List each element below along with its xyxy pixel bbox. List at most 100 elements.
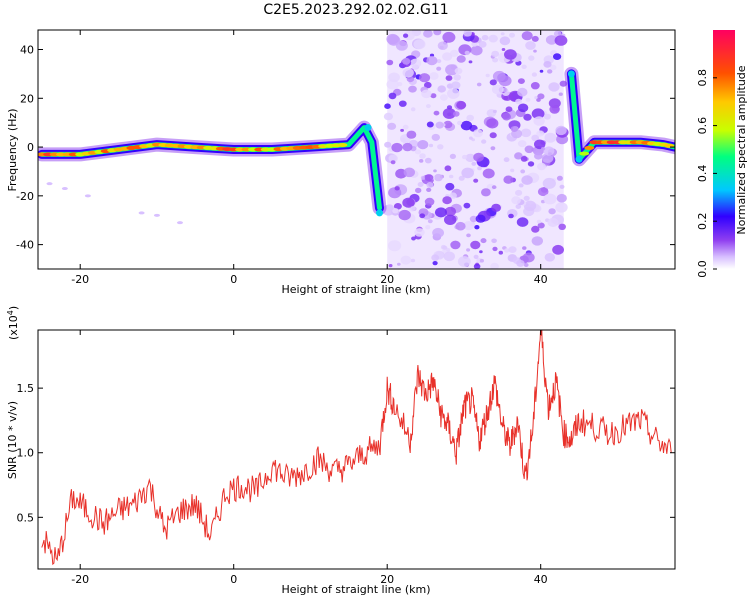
- noise-blob: [491, 84, 504, 95]
- noise-blob: [449, 153, 456, 159]
- noise-blob: [425, 225, 431, 230]
- x-tick-label: -20: [71, 573, 89, 586]
- noise-blob: [469, 136, 473, 140]
- noise-blob: [445, 75, 453, 81]
- noise-blob: [391, 142, 403, 153]
- noise-blob: [447, 88, 460, 99]
- noise-blob: [543, 113, 552, 120]
- chart-title: C2E5.2023.292.02.02.G11: [263, 2, 448, 18]
- noise-blob: [525, 41, 536, 50]
- ridge-endpoint: [376, 209, 384, 217]
- noise-blob: [508, 246, 517, 254]
- noise-blob: [386, 59, 394, 66]
- y-tick-label: -20: [16, 190, 34, 203]
- noise-blob: [402, 57, 411, 65]
- ridge-endpoint: [364, 124, 372, 132]
- snr-axes: -20 0 20 40 0.5 1.0 1.5: [17, 330, 675, 586]
- noise-blob: [388, 264, 393, 268]
- noise-blob: [453, 74, 462, 81]
- x-tick-label: 20: [380, 273, 394, 286]
- noise-blob: [400, 255, 412, 265]
- noise-blob: [420, 175, 426, 180]
- noise-blob: [552, 244, 564, 255]
- noise-blob: [435, 121, 444, 129]
- noise-blob: [436, 66, 442, 71]
- noise-blob: [517, 140, 527, 148]
- noise-blob: [434, 173, 443, 182]
- noise-blob: [492, 57, 499, 63]
- noise-blob: [501, 48, 506, 51]
- noise-blob: [471, 41, 478, 47]
- noise-blob: [414, 149, 421, 155]
- noise-blob: [536, 98, 541, 102]
- noise-blob: [550, 64, 557, 71]
- noise-blob: [413, 39, 426, 50]
- noise-blob: [384, 103, 391, 109]
- noise-blob: [449, 174, 454, 179]
- noise-blob: [537, 222, 545, 229]
- noise-blob: [539, 69, 544, 73]
- noise-blob: [479, 258, 484, 263]
- noise-blob: [504, 49, 517, 60]
- noise-blob: [491, 203, 501, 212]
- noise-blob: [431, 254, 440, 261]
- noise-blob: [443, 251, 455, 262]
- noise-blob: [489, 79, 497, 86]
- noise-blob: [445, 64, 459, 76]
- noise-blob: [523, 263, 529, 267]
- noise-blob: [437, 41, 448, 50]
- noise-blob: [486, 118, 499, 129]
- noise-blob: [556, 193, 567, 203]
- x-tick-label: 40: [534, 573, 548, 586]
- ridge-left-peak: [337, 143, 348, 147]
- noise-blob: [523, 195, 530, 201]
- noise-blob: [437, 85, 447, 93]
- noise-blob: [499, 36, 511, 46]
- y-tick-label: 1.5: [17, 382, 35, 395]
- noise-blob: [453, 111, 460, 117]
- noise-blob: [440, 94, 448, 101]
- noise-blob: [442, 245, 448, 250]
- y-tick-label: -40: [16, 239, 34, 252]
- noise-blob: [531, 108, 545, 119]
- noise-blob: [463, 221, 475, 231]
- noise-blob: [523, 113, 532, 121]
- ridge-endpoint: [575, 155, 583, 163]
- noise-blob: [531, 72, 538, 77]
- noise-blob: [410, 258, 416, 263]
- noise-blob: [429, 72, 439, 80]
- noise-blob: [424, 174, 434, 182]
- ridge-left-halo: [38, 120, 387, 215]
- noise-blob: [450, 49, 459, 57]
- noise-blob: [387, 122, 397, 130]
- noise-blob: [490, 146, 496, 151]
- noise-blob: [384, 141, 392, 148]
- noise-blob: [466, 248, 471, 252]
- noise-blob: [525, 203, 530, 207]
- noise-dot: [153, 213, 160, 217]
- noise-blob: [388, 72, 400, 83]
- noise-blob: [451, 81, 461, 90]
- noise-blob: [541, 147, 546, 151]
- noise-blob: [460, 120, 473, 131]
- noise-blob: [458, 175, 465, 181]
- noise-blob: [498, 250, 503, 255]
- noise-blob: [450, 240, 461, 250]
- noise-blob: [424, 157, 432, 164]
- spectrogram-frame: [37, 29, 676, 270]
- noise-blob: [426, 182, 434, 188]
- noise-blob: [466, 233, 471, 238]
- noise-blob: [388, 240, 402, 252]
- x-tick-label: 40: [534, 273, 548, 286]
- colorbar-ticks: 0.0 0.2 0.4 0.6 0.8: [696, 69, 717, 278]
- noise-blob: [505, 106, 513, 112]
- noise-blob: [556, 175, 563, 181]
- noise-blob: [462, 154, 468, 160]
- noise-blob: [489, 132, 497, 139]
- noise-blob: [415, 187, 422, 194]
- snr-series-line: [41, 330, 672, 566]
- noise-blob: [398, 209, 411, 221]
- noise-dot: [138, 211, 145, 215]
- ridge-endpoint: [567, 70, 575, 78]
